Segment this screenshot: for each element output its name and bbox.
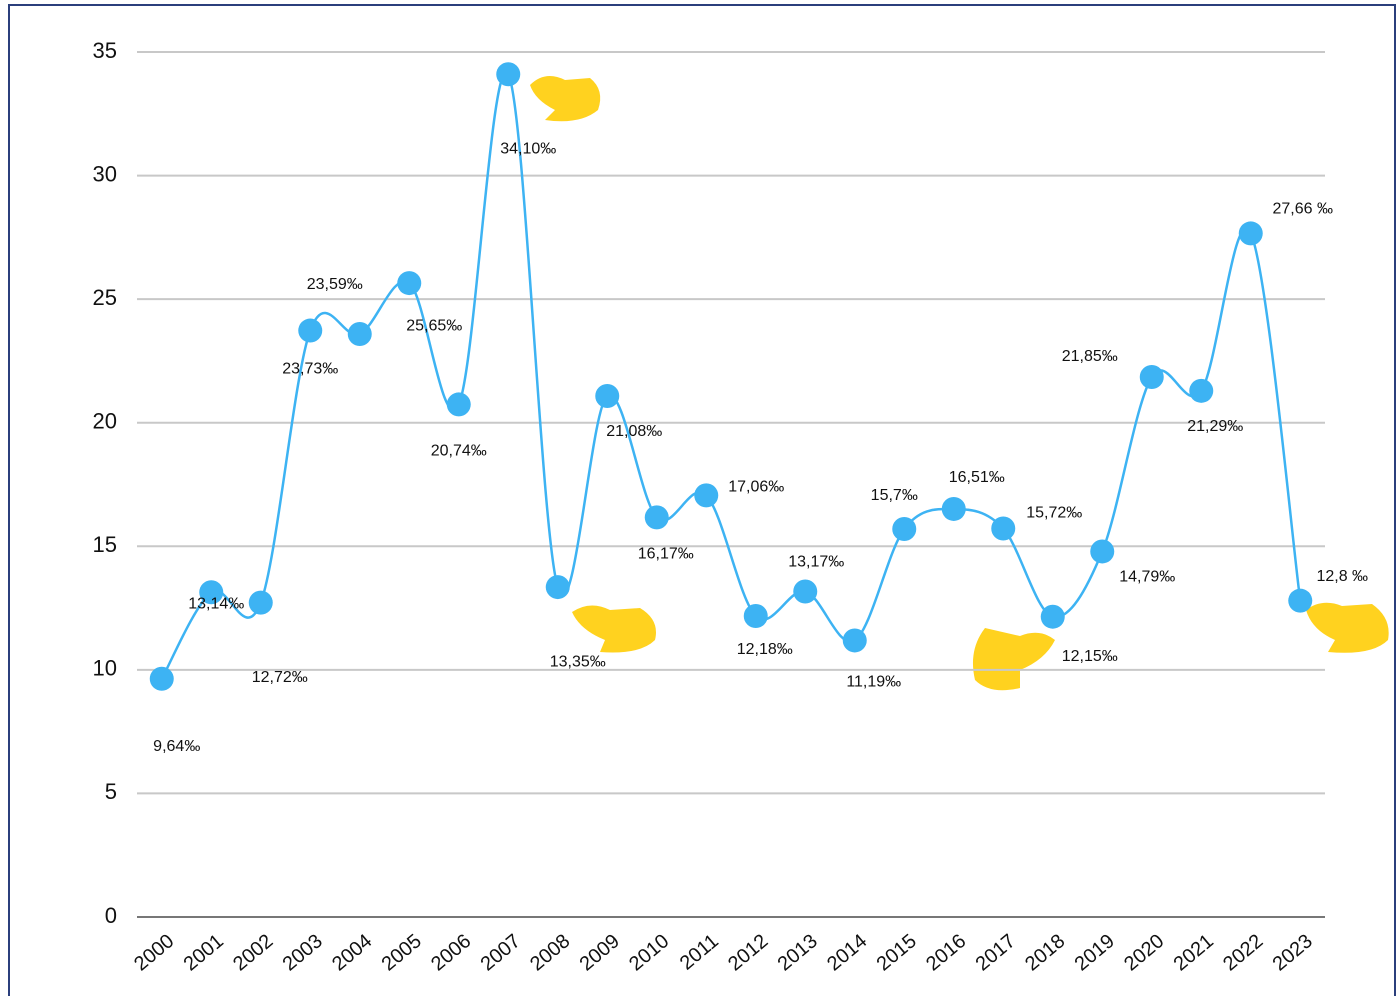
data-label: 25,65‰ <box>406 317 462 334</box>
marker <box>892 516 917 541</box>
marker <box>1040 604 1065 629</box>
x-tick-label: 2016 <box>922 930 970 975</box>
data-label: 13,14‰ <box>188 595 244 612</box>
y-tick-label: 30 <box>93 161 117 186</box>
data-label: 23,59‰ <box>307 276 363 293</box>
data-label: 15,7‰ <box>871 487 918 504</box>
marker <box>743 603 768 628</box>
data-label: 21,08‰ <box>606 423 662 440</box>
marker <box>991 516 1016 541</box>
marker <box>248 590 273 615</box>
hand-icons <box>530 76 1389 691</box>
y-tick-label: 35 <box>93 38 117 63</box>
marker <box>347 321 372 346</box>
x-tick-label: 2019 <box>1071 930 1119 975</box>
x-tick-label: 2011 <box>676 930 723 975</box>
x-tick-label: 2012 <box>724 930 772 975</box>
marker <box>1139 364 1164 389</box>
data-label: 34,10‰ <box>500 140 556 157</box>
x-tick-label: 2022 <box>1219 930 1267 975</box>
x-tick-label: 2005 <box>378 930 426 975</box>
x-tick-label: 2021 <box>1170 930 1218 975</box>
x-tick-label: 2009 <box>576 930 624 975</box>
x-tick-label: 2013 <box>774 930 822 975</box>
data-label: 12,18‰ <box>737 641 793 658</box>
marker <box>1288 588 1313 613</box>
x-tick-label: 2018 <box>1021 930 1069 975</box>
marker <box>793 579 818 604</box>
marker <box>397 271 422 296</box>
marker <box>694 483 719 508</box>
data-label: 9,64‰ <box>153 738 200 755</box>
y-tick-label: 5 <box>105 779 117 804</box>
x-tick-label: 2006 <box>427 930 475 975</box>
x-tick-label: 2020 <box>1120 930 1168 975</box>
marker <box>446 392 471 417</box>
marker <box>941 496 966 521</box>
marker <box>149 666 174 691</box>
data-label: 21,29‰ <box>1187 418 1243 435</box>
data-label: 17,06‰ <box>728 479 784 496</box>
marker <box>595 384 620 409</box>
data-label: 12,15‰ <box>1062 648 1118 665</box>
y-tick-label: 20 <box>93 409 117 434</box>
frame <box>8 4 1396 996</box>
x-tick-label: 2003 <box>279 930 327 975</box>
x-tick-label: 2000 <box>130 930 178 975</box>
y-tick-label: 25 <box>93 285 117 310</box>
data-label: 14,79‰ <box>1119 569 1175 586</box>
marker <box>644 505 669 530</box>
data-label: 15,72‰ <box>1026 505 1082 522</box>
data-label: 11,19‰ <box>846 674 901 691</box>
marker <box>199 580 224 605</box>
marker <box>496 62 521 87</box>
data-label: 12,72‰ <box>252 669 308 686</box>
y-tick-label: 0 <box>105 903 117 928</box>
marker <box>1189 378 1214 403</box>
data-label: 16,51‰ <box>949 469 1005 486</box>
data-label: 23,73‰ <box>282 361 338 378</box>
marker <box>545 575 570 600</box>
data-label: 16,17‰ <box>638 546 694 563</box>
y-tick-label: 10 <box>93 656 117 681</box>
x-tick-label: 2008 <box>526 930 574 975</box>
x-tick-label: 2014 <box>823 930 871 975</box>
data-label: 13,17‰ <box>788 554 844 571</box>
x-tick-label: 2001 <box>180 930 228 975</box>
y-tick-label: 15 <box>93 532 117 557</box>
data-label: 27,66 ‰ <box>1273 201 1333 218</box>
data-label: 12,8 ‰ <box>1316 568 1368 585</box>
marker <box>842 628 867 653</box>
marker <box>298 318 323 343</box>
x-tick-label: 2010 <box>625 930 673 975</box>
x-tick-label: 2017 <box>972 930 1020 975</box>
x-tick-label: 2004 <box>328 930 376 975</box>
x-tick-label: 2015 <box>873 930 921 975</box>
x-tick-label: 2007 <box>477 930 525 975</box>
data-label: 13,35‰ <box>550 653 606 670</box>
marker <box>1238 221 1263 246</box>
data-label: 20,74‰ <box>431 443 487 460</box>
data-label: 21,85‰ <box>1062 348 1118 365</box>
x-tick-label: 2023 <box>1269 930 1317 975</box>
marker <box>1090 539 1115 564</box>
x-tick-label: 2002 <box>229 930 277 975</box>
